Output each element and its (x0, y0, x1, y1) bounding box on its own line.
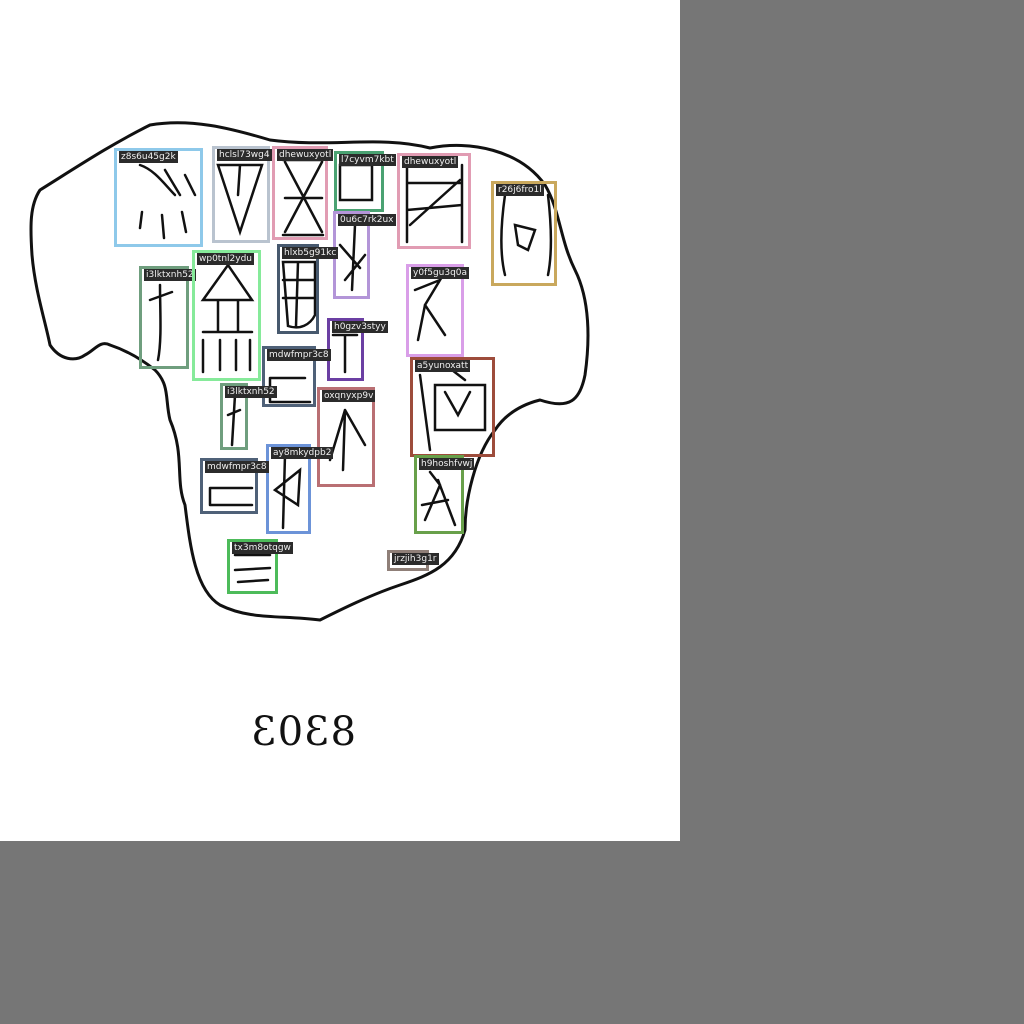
rubbing-sheet: z8s6u45g2k hclsl73wg4 dhewuxyotl l7cyvm7… (0, 0, 680, 841)
glyph-label: hlxb5g91kc (282, 247, 339, 259)
glyph-label: 0u6c7rk2ux (338, 214, 396, 226)
glyph-label: h0gzv3styy (332, 321, 388, 333)
glyph-box[interactable]: wp0tnl2ydu (192, 250, 261, 381)
glyph-label: l7cyvm7kbt (339, 154, 396, 166)
glyph-box[interactable]: h0gzv3styy (327, 318, 388, 381)
glyph-label: mdwfmpr3c8 (267, 349, 331, 361)
glyph-label: dhewuxyotl (402, 156, 459, 168)
glyph-label: tx3m8otqgw (232, 542, 293, 554)
glyph-label: hclsl73wg4 (217, 149, 272, 161)
glyph-box[interactable]: z8s6u45g2k (114, 148, 203, 247)
glyph-box[interactable]: r26j6fro1l (491, 181, 557, 286)
glyph-label: y0f5gu3q0a (411, 267, 470, 279)
glyph-box[interactable]: y0f5gu3q0a (406, 264, 470, 357)
glyph-box[interactable]: dhewuxyotl (397, 153, 471, 249)
glyph-label: i3lktxnh52 (225, 386, 277, 398)
glyph-box[interactable]: oxqnyxp9v (317, 387, 376, 487)
glyph-label: jrzjih3g1r (392, 553, 439, 565)
glyph-box[interactable]: i3lktxnh52 (139, 266, 196, 369)
glyph-box[interactable]: 0u6c7rk2ux (333, 211, 396, 299)
glyph-box[interactable]: i3lktxnh52 (220, 383, 277, 450)
glyph-box[interactable]: l7cyvm7kbt (334, 151, 396, 212)
glyph-box[interactable]: a5yunoxatt (410, 357, 495, 457)
glyph-box[interactable]: mdwfmpr3c8 (200, 458, 269, 514)
glyph-label: h9hoshfvwj (419, 458, 475, 470)
glyph-box[interactable]: hclsl73wg4 (212, 146, 272, 243)
glyph-label: mdwfmpr3c8 (205, 461, 269, 473)
glyph-box[interactable]: mdwfmpr3c8 (262, 346, 331, 407)
glyph-label: wp0tnl2ydu (197, 253, 255, 265)
glyph-label: i3lktxnh52 (144, 269, 196, 281)
glyph-label: a5yunoxatt (415, 360, 471, 372)
bone-fragment-drawing (29, 121, 590, 622)
glyph-box[interactable]: jrzjih3g1r (387, 550, 439, 571)
glyph-label: dhewuxyotl (277, 149, 334, 161)
glyph-box[interactable]: dhewuxyotl (272, 146, 334, 240)
glyph-box[interactable]: ay8mkydpb2 (266, 444, 334, 534)
plate-number: 8303 (250, 709, 356, 755)
glyph-label: r26j6fro1l (496, 184, 544, 196)
glyph-box[interactable]: h9hoshfvwj (414, 455, 475, 534)
glyph-label: ay8mkydpb2 (271, 447, 334, 459)
glyph-label: oxqnyxp9v (322, 390, 376, 402)
glyph-box[interactable]: hlxb5g91kc (277, 244, 339, 334)
glyph-label: z8s6u45g2k (119, 151, 178, 163)
glyph-box[interactable]: tx3m8otqgw (227, 539, 293, 594)
